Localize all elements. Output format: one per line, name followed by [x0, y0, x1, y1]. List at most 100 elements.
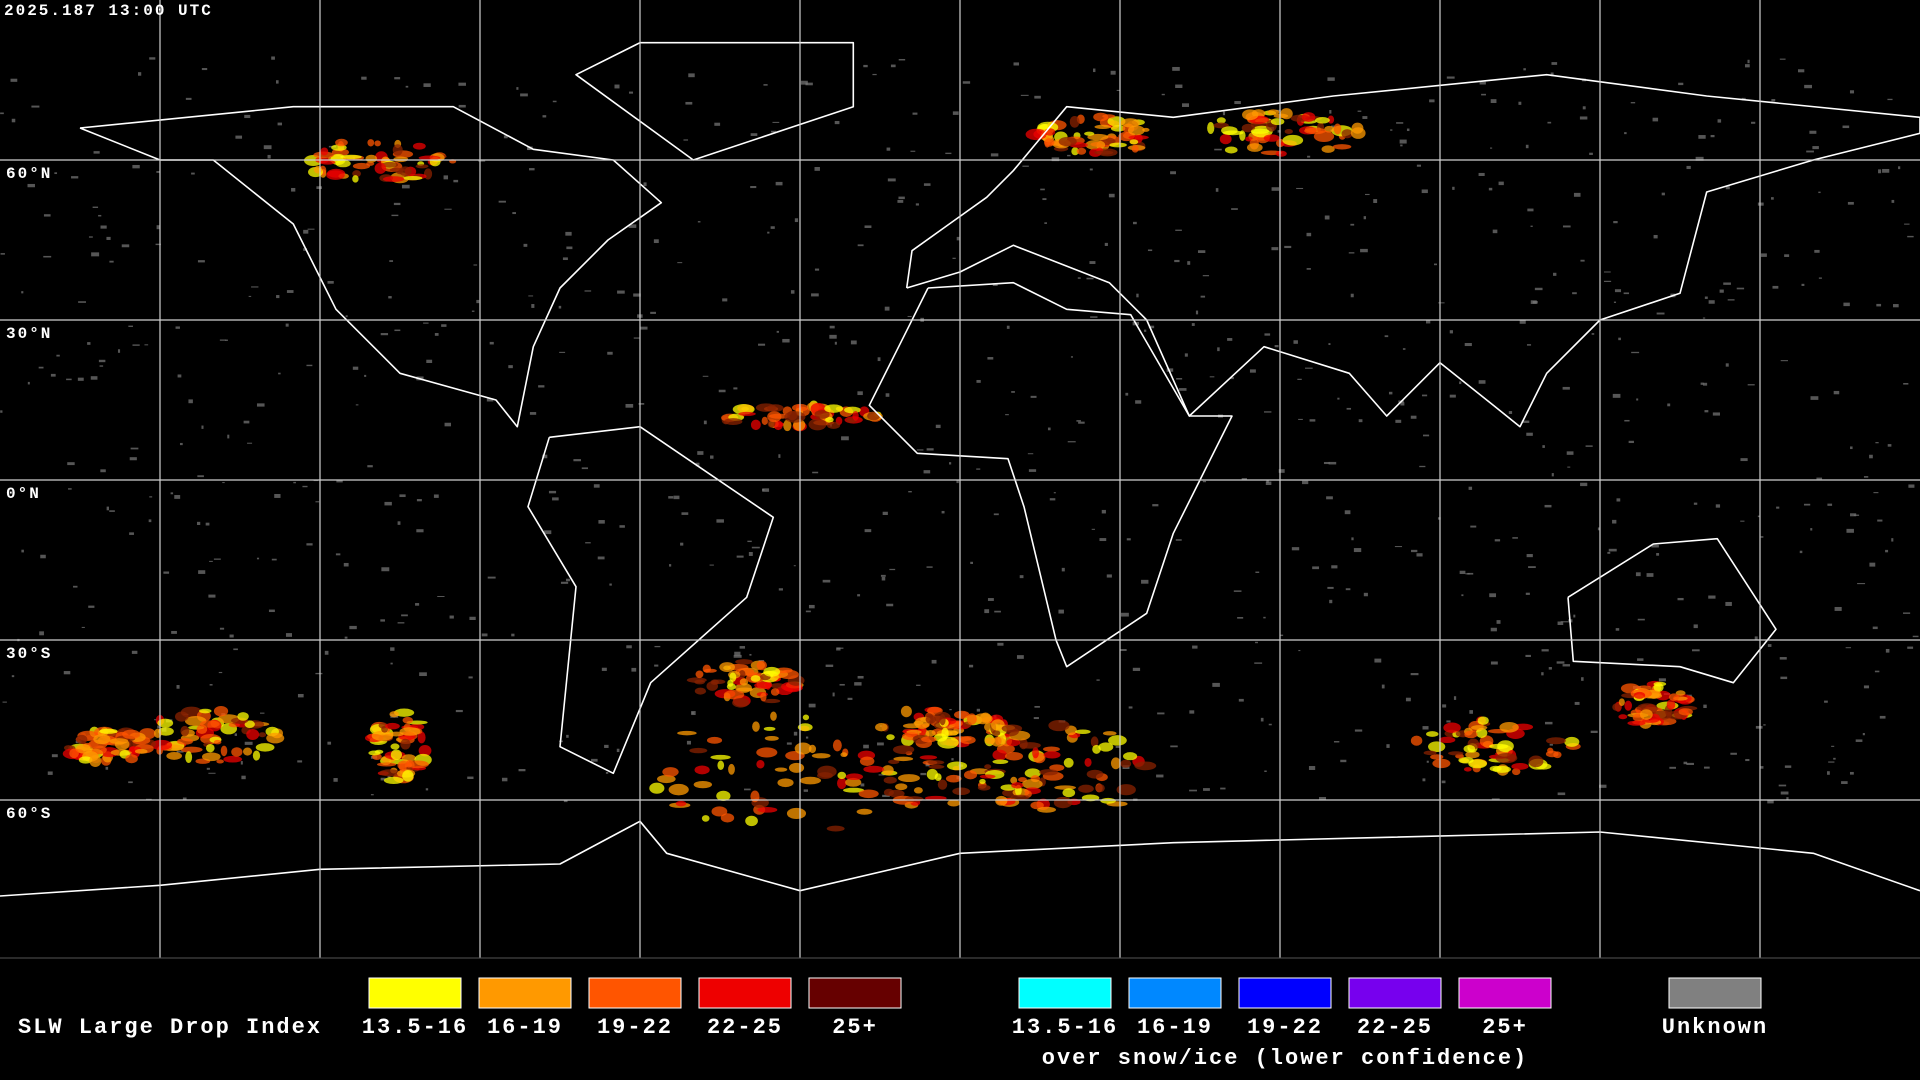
cloud-speck — [941, 510, 945, 514]
cloud-cell — [157, 718, 174, 728]
cloud-speck — [1182, 103, 1190, 107]
cloud-speck — [1489, 147, 1493, 149]
cloud-cell — [1102, 731, 1117, 736]
cloud-speck — [1747, 384, 1755, 386]
cloud-speck — [1572, 292, 1577, 295]
cloud-speck — [591, 758, 598, 762]
cloud-speck — [425, 788, 429, 791]
cloud-cell — [888, 759, 900, 765]
cloud-cell — [1090, 736, 1099, 748]
cloud-cell — [1678, 708, 1693, 716]
cloud-speck — [1200, 295, 1206, 298]
cloud-speck — [1557, 621, 1564, 625]
cloud-speck — [1006, 325, 1010, 329]
cloud-cell — [1426, 731, 1439, 737]
cloud-speck — [1814, 249, 1820, 253]
cloud-speck — [1326, 496, 1333, 500]
cloud-cell — [1110, 125, 1126, 132]
cloud-speck — [631, 667, 637, 672]
cloud-cell — [1512, 768, 1521, 776]
cloud-speck — [1195, 310, 1199, 315]
cloud-speck — [100, 469, 106, 473]
cloud-cell — [745, 815, 758, 827]
cloud-speck — [643, 182, 647, 187]
cloud-speck — [628, 91, 634, 94]
cloud-speck — [609, 583, 612, 586]
cloud-speck — [1827, 503, 1833, 506]
cloud-cell — [1464, 730, 1478, 739]
cloud-cell — [845, 773, 864, 781]
cloud-speck — [714, 122, 721, 126]
cloud-speck — [935, 424, 941, 429]
cloud-speck — [73, 585, 78, 588]
cloud-speck — [1399, 139, 1407, 144]
cloud-speck — [1873, 492, 1879, 494]
cloud-speck — [628, 224, 637, 228]
cloud-speck — [770, 226, 775, 229]
cloud-speck — [1395, 419, 1402, 423]
cloud-speck — [758, 343, 766, 346]
cloud-speck — [1597, 527, 1601, 531]
cloud-speck — [1033, 717, 1039, 720]
cloud-speck — [834, 120, 840, 125]
cloud-speck — [1176, 378, 1183, 380]
cloud-speck — [839, 683, 845, 686]
cloud-cell — [953, 710, 970, 719]
cloud-speck — [1238, 698, 1244, 702]
cloud-cell — [1054, 785, 1076, 790]
cloud-cell — [726, 683, 736, 690]
cloud-cell — [786, 807, 807, 820]
cloud-cell — [216, 759, 224, 764]
cloud-speck — [1779, 58, 1786, 60]
cloud-cell — [1062, 788, 1076, 798]
cloud-speck — [43, 255, 52, 258]
cloud-speck — [836, 647, 841, 651]
cloud-speck — [1760, 536, 1764, 538]
cloud-speck — [1279, 634, 1284, 637]
legend-label: 16-19 — [487, 1015, 563, 1040]
cloud-speck — [1120, 612, 1129, 617]
cloud-speck — [1618, 337, 1621, 341]
cloud-cell — [1063, 757, 1074, 768]
cloud-speck — [1421, 189, 1428, 194]
cloud-speck — [1623, 292, 1630, 295]
cloud-speck — [1400, 144, 1403, 147]
cloud-cell — [732, 697, 750, 708]
cloud-speck — [1556, 661, 1565, 664]
cloud-cell — [995, 795, 1008, 806]
cloud-cell — [905, 796, 924, 802]
latitude-label: 60°N — [6, 165, 52, 183]
cloud-speck — [1841, 781, 1848, 784]
cloud-cell — [939, 713, 946, 726]
cloud-speck — [1416, 553, 1423, 557]
cloud-speck — [154, 719, 157, 721]
cloud-speck — [1907, 235, 1914, 238]
cloud-speck — [90, 376, 98, 380]
cloud-speck — [1175, 84, 1183, 88]
cloud-cell — [1058, 136, 1077, 147]
cloud-speck — [302, 485, 308, 488]
cloud-cell — [1032, 747, 1039, 759]
cloud-speck — [1669, 766, 1676, 769]
cloud-speck — [1767, 644, 1772, 647]
cloud-speck — [1833, 757, 1836, 760]
cloud-speck — [416, 499, 422, 502]
cloud-speck — [370, 794, 374, 796]
cloud-speck — [219, 627, 225, 630]
cloud-cell — [756, 760, 765, 769]
cloud-speck — [1318, 796, 1327, 800]
cloud-speck — [1040, 188, 1045, 191]
cloud-speck — [384, 501, 392, 506]
cloud-cell — [368, 750, 381, 756]
cloud-speck — [1187, 261, 1191, 265]
cloud-cell — [389, 711, 399, 718]
cloud-speck — [434, 333, 439, 336]
cloud-speck — [1751, 121, 1756, 124]
cloud-speck — [1013, 62, 1020, 66]
cloud-speck — [1202, 275, 1210, 277]
cloud-speck — [1772, 285, 1779, 289]
cloud-cell — [767, 411, 782, 423]
cloud-speck — [1067, 154, 1071, 157]
cloud-speck — [775, 181, 783, 186]
cloud-cell — [176, 738, 193, 745]
